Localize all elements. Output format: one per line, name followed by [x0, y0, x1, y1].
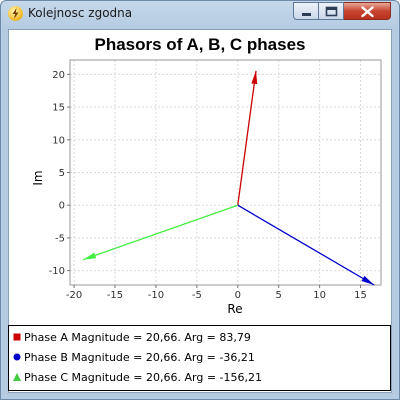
x-tick-label: -5 — [192, 290, 202, 301]
phasor-chart: Phasors of A, B, C phases -20 -15 -10 -5 0 5 1… — [31, 35, 382, 316]
legend-square-marker-icon — [13, 333, 21, 341]
phasor-line-phase-c — [82, 204, 238, 261]
legend-circle-marker-icon — [13, 353, 21, 361]
y-tick-label: 10 — [52, 135, 65, 146]
minimize-button[interactable] — [293, 2, 319, 20]
phasor-line-phase-b — [237, 204, 375, 286]
maximize-icon — [325, 6, 338, 17]
y-tick-label: 15 — [52, 103, 65, 114]
y-tick-label: 20 — [52, 70, 65, 81]
x-tick-label: 0 — [235, 290, 241, 301]
y-tick-label: -10 — [49, 266, 65, 277]
y-tick-label: 5 — [59, 168, 65, 179]
legend-triangle-marker-icon — [13, 373, 21, 381]
y-tick-label: -5 — [55, 233, 65, 244]
phasor-arrowhead-phase-a — [251, 70, 258, 85]
x-tick-label: -15 — [107, 290, 123, 301]
phasor-series — [82, 70, 375, 286]
x-tick-label: 10 — [313, 290, 326, 301]
title-bar[interactable]: Kolejnosc zgodna — [1, 1, 399, 27]
legend: Phase A Magnitude = 20,66. Arg = 83,79 P… — [8, 325, 391, 391]
x-tick-label: -20 — [66, 290, 82, 301]
window-title: Kolejnosc zgodna — [28, 6, 133, 20]
close-button[interactable] — [344, 2, 391, 20]
x-tick-label: 15 — [354, 290, 367, 301]
x-tick-label: -10 — [148, 290, 164, 301]
tick-labels: -20 -15 -10 -5 0 5 10 15 -10 -5 0 5 10 15 20 — [49, 70, 367, 301]
x-axis-label: Re — [227, 302, 242, 316]
phasor-line-phase-a — [237, 70, 257, 206]
phasor-arrowhead-phase-b — [361, 275, 375, 285]
lightning-icon — [8, 6, 23, 21]
maximize-button[interactable] — [319, 2, 344, 20]
legend-label-phase-c: Phase C Magnitude = 20,66. Arg = -156,21 — [24, 371, 262, 384]
y-axis-label: Im — [31, 170, 45, 185]
chart-title: Phasors of A, B, C phases — [95, 35, 306, 54]
x-tick-label: 5 — [276, 290, 282, 301]
minimize-icon — [302, 13, 311, 16]
legend-label-phase-b: Phase B Magnitude = 20,66. Arg = -36,21 — [24, 351, 255, 364]
phasor-arrowhead-phase-c — [83, 252, 97, 260]
y-tick-label: 0 — [59, 201, 65, 212]
close-icon — [361, 6, 374, 18]
grid — [70, 60, 381, 285]
legend-label-phase-a: Phase A Magnitude = 20,66. Arg = 83,79 — [24, 331, 251, 344]
